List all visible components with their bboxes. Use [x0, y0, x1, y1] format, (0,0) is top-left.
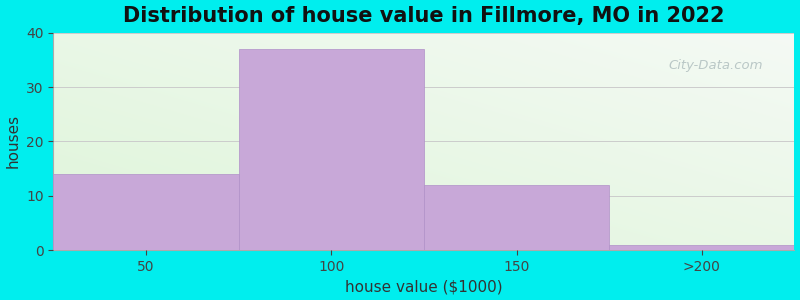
- Text: City-Data.com: City-Data.com: [669, 59, 763, 72]
- Title: Distribution of house value in Fillmore, MO in 2022: Distribution of house value in Fillmore,…: [123, 6, 725, 26]
- Y-axis label: houses: houses: [6, 114, 21, 169]
- Bar: [609, 245, 794, 250]
- X-axis label: house value ($1000): house value ($1000): [345, 279, 502, 294]
- Bar: [238, 49, 424, 250]
- Bar: [54, 174, 238, 250]
- Bar: [424, 185, 609, 250]
